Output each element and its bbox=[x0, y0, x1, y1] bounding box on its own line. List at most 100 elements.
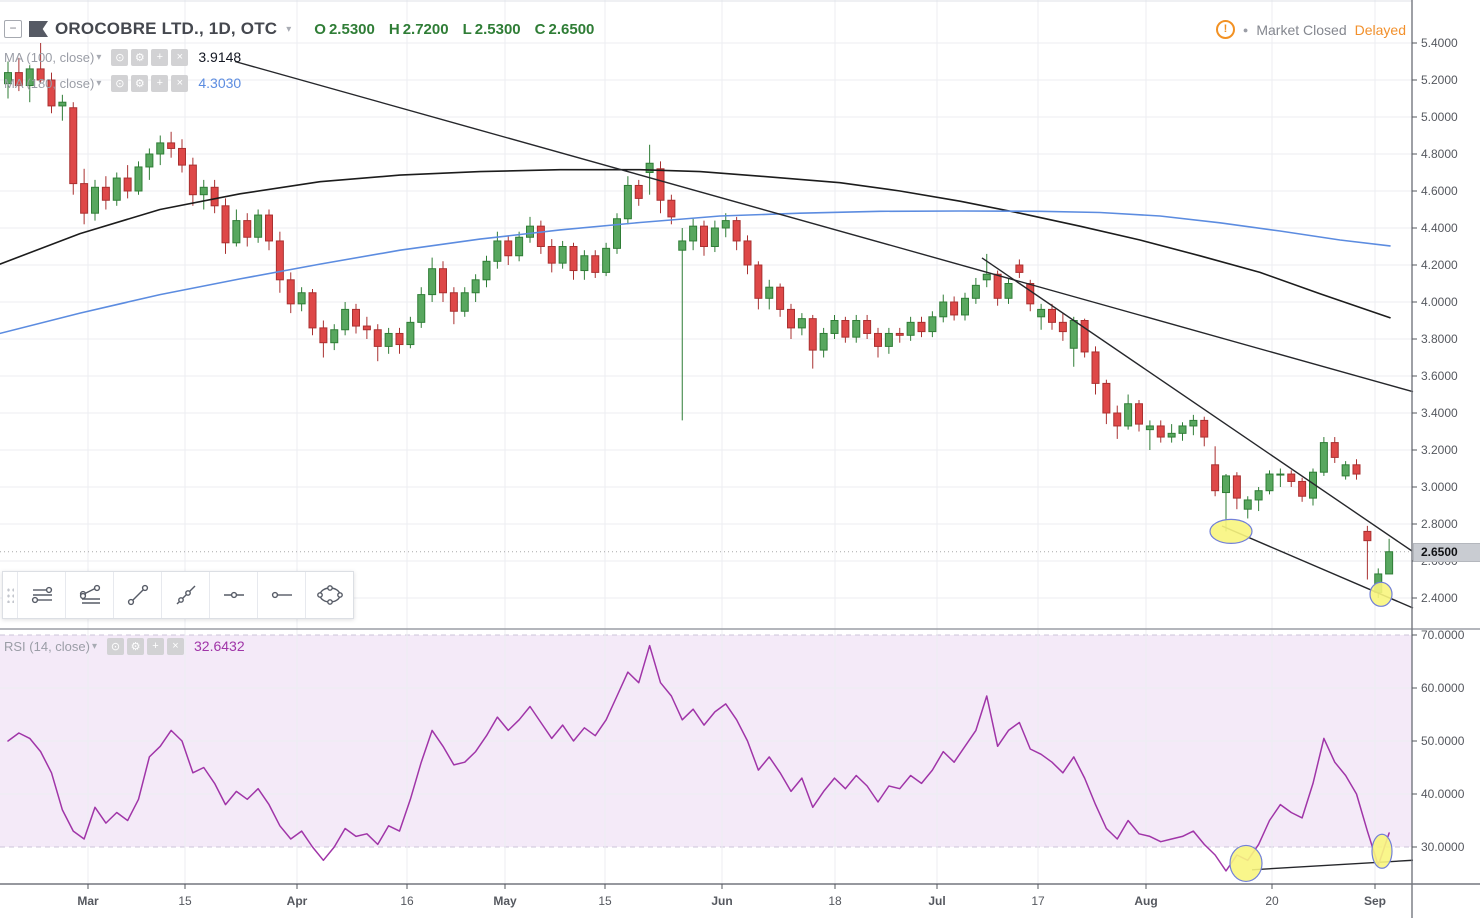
ellipse-icon bbox=[316, 585, 343, 605]
extended-line-icon bbox=[176, 585, 195, 605]
chevron-down-icon[interactable]: ▾ bbox=[96, 77, 102, 89]
candle-body bbox=[1243, 499, 1252, 510]
symbol-legend: − OROCOBRE LTD., 1D, OTC ▾ O 2.5300 H 2.72… bbox=[4, 18, 594, 40]
price-tick-label: 4.2000 bbox=[1421, 258, 1458, 272]
ellipse-annotations[interactable] bbox=[1209, 518, 1393, 883]
ma180-label[interactable]: MA (180, close) bbox=[4, 75, 95, 91]
candle-body bbox=[917, 321, 926, 333]
chevron-down-icon[interactable]: ▾ bbox=[91, 640, 98, 652]
chevron-down-icon[interactable]: ▾ bbox=[286, 23, 292, 35]
candle-body bbox=[134, 166, 143, 192]
chevron-down-icon[interactable]: ▾ bbox=[96, 51, 102, 63]
candle-body bbox=[1211, 464, 1220, 492]
candle-body bbox=[558, 246, 567, 264]
candle-body bbox=[504, 240, 513, 257]
angle-lines-icon bbox=[79, 584, 100, 604]
candle-body bbox=[91, 186, 99, 214]
candles-series[interactable] bbox=[4, 43, 1394, 598]
warning-icon[interactable]: ! bbox=[1215, 20, 1235, 39]
add-icon[interactable]: + bbox=[151, 74, 169, 92]
candle-body bbox=[58, 101, 67, 107]
candle-body bbox=[1080, 320, 1089, 353]
ma-180-line[interactable] bbox=[0, 210, 1391, 335]
ma100-legend: MA (100, close) ▾ ⊙ ⚙ + × 3.9148 bbox=[4, 48, 241, 66]
candle-body bbox=[1145, 425, 1154, 431]
rsi-line[interactable] bbox=[7, 644, 1390, 872]
candle-body bbox=[797, 318, 806, 329]
open-label: O bbox=[314, 20, 326, 38]
price-tick-label: 3.4000 bbox=[1421, 406, 1458, 420]
tool-horizontal-ray-button[interactable] bbox=[257, 572, 305, 618]
candle-body bbox=[25, 68, 34, 87]
rsi-value: 32.6432 bbox=[194, 638, 245, 654]
ellipse-annotation bbox=[1371, 833, 1393, 869]
trend-line[interactable] bbox=[981, 257, 1413, 552]
candle-body bbox=[1200, 419, 1209, 438]
delayed-text[interactable]: Delayed bbox=[1354, 21, 1406, 38]
collapse-pane-icon[interactable]: − bbox=[4, 20, 22, 38]
candle-body bbox=[69, 107, 78, 185]
remove-icon[interactable]: × bbox=[171, 48, 189, 66]
time-axis[interactable]: Mar 15 Apr 16 May 15 Jun 18 Jul 17 Aug 20 Sep bbox=[77, 884, 1386, 908]
candle-body bbox=[950, 301, 959, 316]
remove-icon[interactable]: × bbox=[167, 637, 185, 655]
rsi-axis[interactable]: 70.0000 60.0000 50.0000 40.0000 30.0000 bbox=[1412, 628, 1465, 854]
candle-body bbox=[906, 321, 915, 336]
candle-body bbox=[471, 279, 480, 294]
high-label: H bbox=[388, 20, 400, 38]
tool-ellipse-button[interactable] bbox=[305, 572, 353, 618]
ma-100-line[interactable] bbox=[0, 168, 1391, 319]
candle-body bbox=[493, 240, 502, 262]
time-tick-label: Sep bbox=[1364, 894, 1386, 908]
tool-multi-horizontal-lines-button[interactable] bbox=[17, 572, 65, 618]
candle-body bbox=[776, 286, 785, 310]
candle-body bbox=[623, 184, 632, 220]
trend-line[interactable] bbox=[234, 60, 1414, 393]
candle-body bbox=[243, 220, 252, 238]
tool-trend-line-button[interactable] bbox=[113, 572, 161, 618]
tool-angle-lines-button[interactable] bbox=[65, 572, 113, 618]
candle-body bbox=[1385, 551, 1394, 575]
price-tick-label: 5.0000 bbox=[1421, 110, 1458, 124]
price-tick-label: 4.0000 bbox=[1421, 295, 1458, 309]
candle-body bbox=[591, 255, 600, 273]
symbol-title[interactable]: OROCOBRE LTD., 1D, OTC bbox=[55, 19, 278, 38]
time-tick-label: 18 bbox=[828, 894, 842, 908]
candle-body bbox=[536, 225, 545, 247]
price-tick-label: 5.4000 bbox=[1421, 36, 1458, 50]
visibility-icon[interactable]: ⊙ bbox=[107, 637, 125, 655]
remove-icon[interactable]: × bbox=[171, 74, 189, 92]
price-tick-label: 4.6000 bbox=[1421, 184, 1458, 198]
price-axis[interactable]: 5.4000 5.2000 5.0000 4.8000 4.6000 4.4000 4.20… bbox=[1412, 36, 1458, 605]
visibility-icon[interactable]: ⊙ bbox=[111, 74, 129, 92]
trend-line-icon bbox=[127, 584, 148, 606]
time-tick-label: Apr bbox=[287, 894, 308, 908]
candle-body bbox=[928, 316, 937, 333]
settings-icon[interactable]: ⚙ bbox=[127, 637, 145, 655]
add-icon[interactable]: + bbox=[151, 48, 169, 66]
candle-body bbox=[1015, 264, 1024, 273]
drawing-toolbar bbox=[2, 571, 354, 619]
ma100-label[interactable]: MA (100, close) bbox=[4, 49, 95, 65]
rsi-label[interactable]: RSI (14, close) bbox=[4, 638, 90, 654]
last-price-badge: 2.6500 bbox=[1413, 543, 1480, 562]
candle-body bbox=[460, 292, 469, 312]
candle-body bbox=[808, 318, 817, 351]
toolbar-drag-handle[interactable] bbox=[3, 572, 17, 618]
candle-body bbox=[721, 220, 730, 229]
add-icon[interactable]: + bbox=[147, 637, 165, 655]
candle-body bbox=[645, 162, 654, 173]
settings-icon[interactable]: ⚙ bbox=[131, 74, 149, 92]
settings-icon[interactable]: ⚙ bbox=[131, 48, 149, 66]
rsi-tick-label: 40.0000 bbox=[1421, 787, 1465, 801]
candle-body bbox=[384, 332, 393, 347]
candle-body bbox=[1102, 382, 1111, 414]
candle-body bbox=[417, 294, 426, 323]
candle-body bbox=[297, 292, 306, 305]
tool-extended-line-button[interactable] bbox=[161, 572, 209, 618]
visibility-icon[interactable]: ⊙ bbox=[111, 48, 129, 66]
candle-body bbox=[667, 199, 676, 218]
candle-body bbox=[939, 301, 948, 318]
tool-horizontal-line-button[interactable] bbox=[209, 572, 257, 618]
